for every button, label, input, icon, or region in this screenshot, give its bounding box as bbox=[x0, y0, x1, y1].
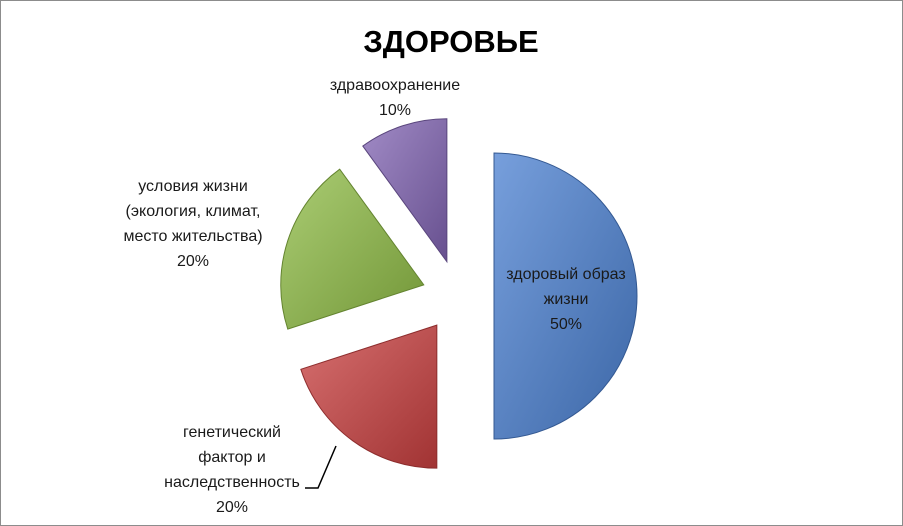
category-label: здравоохранение bbox=[329, 77, 461, 94]
category-label: здоровый образ жизни bbox=[506, 266, 626, 308]
slice-label: здравоохранение 10% bbox=[310, 73, 480, 123]
slice-label: условия жизни (экология, климат, место ж… bbox=[104, 174, 282, 274]
leader-line bbox=[305, 445, 337, 489]
pie-slice bbox=[300, 324, 438, 469]
slice-label: генетический фактор и наследственность 20… bbox=[158, 420, 306, 520]
pie-slice bbox=[362, 118, 448, 264]
category-label: генетический фактор и наследственность bbox=[164, 424, 300, 491]
category-label: условия жизни (экология, климат, место ж… bbox=[123, 178, 263, 245]
pie-slice bbox=[280, 168, 425, 330]
value-label: 20% bbox=[176, 253, 210, 270]
chart-title: ЗДОРОВЬЕ bbox=[363, 24, 538, 59]
value-label: 10% bbox=[378, 102, 412, 119]
value-label: 20% bbox=[215, 499, 249, 516]
slice-label: здоровый образ жизни 50% bbox=[506, 262, 626, 337]
value-label: 50% bbox=[549, 316, 583, 333]
pie-slice bbox=[493, 152, 638, 440]
